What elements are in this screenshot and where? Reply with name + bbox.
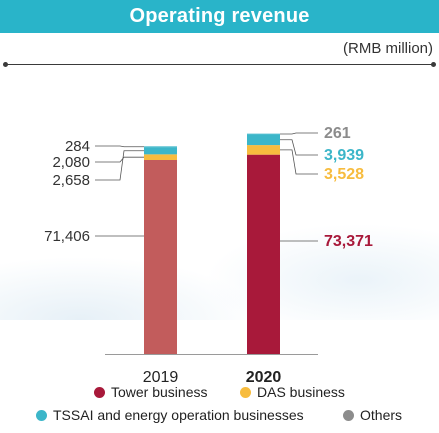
legend-label-tssai: TSSAI and energy operation businesses (53, 407, 304, 423)
data-label-2019-tssai: 2,658 (52, 172, 90, 189)
bar-2020-tssai (247, 134, 280, 146)
data-label-2020-tssai: 3,939 (324, 147, 364, 164)
legend-label-others: Others (360, 407, 403, 423)
data-label-2019-others: 284 (65, 138, 90, 155)
leader-2019-others (95, 145, 144, 148)
chart-title: Operating revenue (129, 5, 310, 27)
legend-label-das: DAS business (257, 384, 345, 400)
bar-2020-das (247, 145, 280, 155)
leader-2020-tssai (280, 139, 318, 156)
x-tick-label-2020: 2020 (246, 369, 282, 384)
bar-2019-das (144, 154, 177, 160)
leader-2020-others (280, 132, 318, 135)
legend-item-das: DAS business (240, 384, 345, 400)
data-label-2020-others: 261 (324, 125, 351, 142)
bar-2019-tower (144, 160, 177, 354)
header-divider (3, 62, 436, 67)
legend-swatch-das (240, 386, 251, 398)
bar-2019-others (144, 146, 177, 148)
title-bar: Operating revenue (0, 0, 439, 33)
unit-label: (RMB million) (343, 40, 433, 57)
data-label-2019-tower: 71,406 (44, 228, 90, 245)
data-label-2019-das: 2,080 (52, 154, 90, 171)
legend-swatch-tssai (36, 409, 47, 421)
data-label-2020-tower: 73,371 (324, 233, 373, 250)
bar-2020-tower (247, 154, 280, 354)
legend-item-tssai: TSSAI and energy operation businesses (36, 407, 304, 423)
bar-2019-tssai (144, 147, 177, 155)
data-label-2020-das: 3,528 (324, 166, 364, 183)
x-tick-label-2019: 2019 (143, 369, 179, 384)
legend-item-others: Others (343, 407, 402, 423)
legend-label-tower: Tower business (111, 384, 208, 400)
legend-swatch-tower (94, 386, 105, 398)
legend-swatch-others (343, 409, 354, 421)
leader-2019-tssai (95, 150, 144, 181)
leader-2020-das (280, 149, 318, 175)
legend-item-tower: Tower business (94, 384, 208, 400)
leader-2019-das (95, 156, 144, 163)
bar-2020-others (247, 133, 280, 135)
